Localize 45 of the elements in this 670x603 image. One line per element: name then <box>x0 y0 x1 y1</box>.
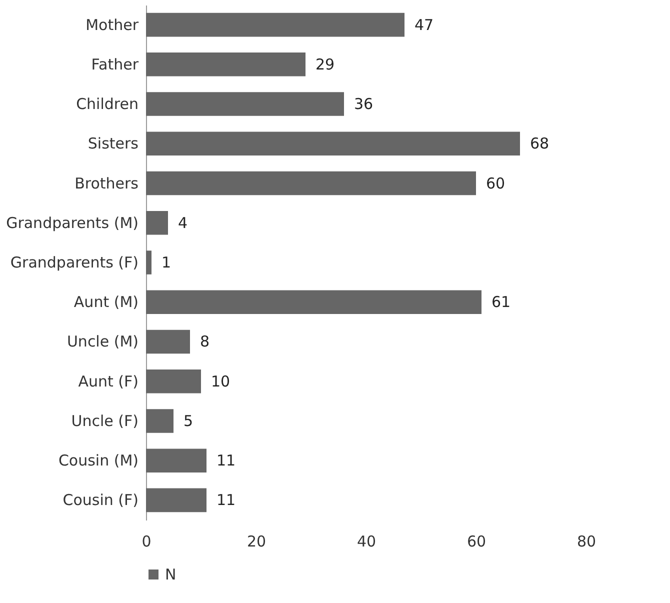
x-tick-label: 80 <box>576 532 596 550</box>
data-label: 11 <box>216 452 236 470</box>
bar <box>146 488 206 512</box>
bar <box>146 52 306 76</box>
y-tick-label: Children <box>76 95 138 114</box>
data-label: 4 <box>178 214 188 232</box>
data-label: 36 <box>354 95 374 114</box>
y-tick-label: Sisters <box>88 134 139 153</box>
data-label: 60 <box>486 174 506 192</box>
bar <box>146 132 520 156</box>
y-tick-label: Grandparents (M) <box>6 214 138 232</box>
x-tick-label: 0 <box>142 532 152 550</box>
bar <box>146 330 190 354</box>
x-tick-label: 20 <box>246 532 266 550</box>
bar <box>146 448 206 472</box>
data-label: 47 <box>414 16 434 34</box>
y-tick-label: Father <box>91 55 140 74</box>
y-tick-label: Uncle (F) <box>71 412 138 430</box>
bar <box>146 12 404 37</box>
data-label: 29 <box>316 55 335 74</box>
y-tick-label: Cousin (M) <box>58 452 138 470</box>
bar <box>146 171 476 196</box>
y-tick-label: Brothers <box>74 174 139 192</box>
bar <box>146 92 344 116</box>
x-tick-label: 60 <box>466 532 486 550</box>
bar <box>146 250 152 274</box>
data-label: 68 <box>530 134 550 153</box>
bar <box>146 369 201 394</box>
data-label: 11 <box>216 491 236 510</box>
data-label: 10 <box>211 372 230 390</box>
y-tick-label: Aunt (F) <box>78 372 138 390</box>
legend-label: N <box>165 566 176 584</box>
y-tick-label: Grandparents (F) <box>10 254 138 272</box>
bar <box>146 409 174 433</box>
x-tick-label: 40 <box>356 532 376 550</box>
y-tick-label: Aunt (M) <box>74 293 138 312</box>
data-label: 8 <box>200 332 210 351</box>
bar <box>146 290 482 314</box>
data-label: 1 <box>162 254 172 272</box>
bar <box>146 211 168 235</box>
y-tick-label: Uncle (M) <box>66 332 138 351</box>
data-label: 61 <box>492 293 511 312</box>
data-label: 5 <box>184 412 194 430</box>
y-tick-label: Mother <box>86 16 140 34</box>
y-tick-label: Cousin (F) <box>62 491 138 510</box>
